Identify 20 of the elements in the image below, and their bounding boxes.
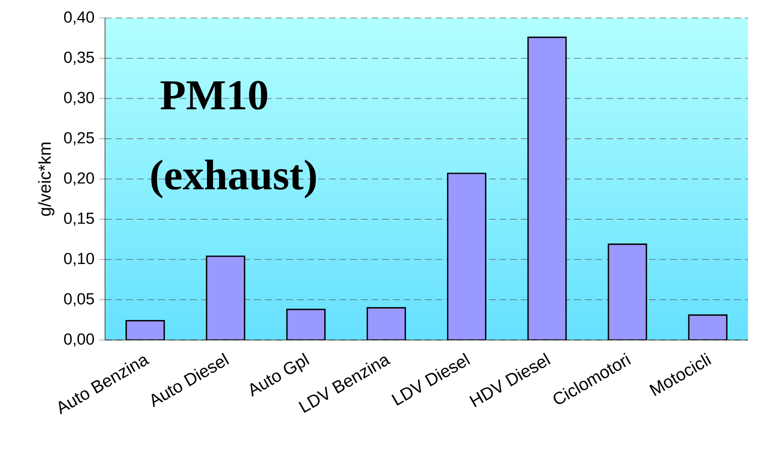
annotation: PM10 xyxy=(160,80,268,110)
y-tick-label: 0,25 xyxy=(64,132,94,146)
y-tick-label: 0,20 xyxy=(64,172,94,186)
y-tick-label: 0,05 xyxy=(64,293,94,306)
y-tick-label: 0,15 xyxy=(64,212,94,226)
bar xyxy=(688,314,728,340)
bar xyxy=(447,172,486,340)
annotation: (exhaust) xyxy=(151,160,316,198)
bar xyxy=(608,244,648,340)
y-tick-label: 0,40 xyxy=(64,11,94,25)
y-axis-title: g/veic*km xyxy=(38,142,54,216)
x-tick-label: Auto Gpl xyxy=(250,352,310,397)
bar xyxy=(206,256,246,340)
y-tick-label: 0,10 xyxy=(64,252,94,266)
bar xyxy=(286,308,326,340)
y-tick-label: 0,00 xyxy=(64,333,94,347)
y-tick-label: 0,35 xyxy=(64,52,94,65)
bar xyxy=(366,307,406,340)
y-tick-label: 0,30 xyxy=(64,92,94,106)
bar xyxy=(527,36,567,340)
